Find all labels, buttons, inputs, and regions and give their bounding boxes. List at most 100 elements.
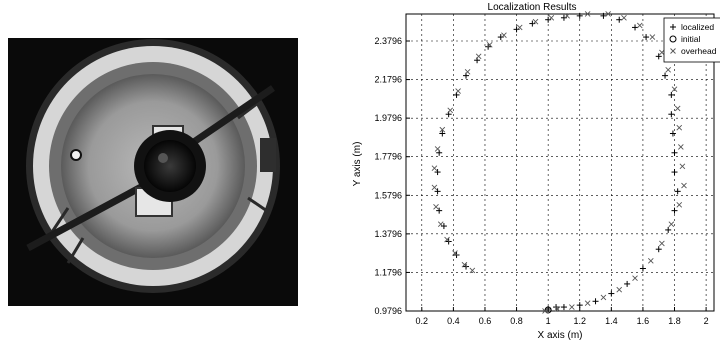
data-point-overhead: [584, 11, 591, 17]
data-point-overhead: [501, 32, 507, 38]
data-point-localized: [671, 207, 678, 214]
data-point-localized: [434, 169, 441, 176]
data-point-overhead: [444, 236, 450, 243]
data-point-localized: [529, 20, 536, 27]
data-point-overhead: [621, 14, 627, 21]
data-point-overhead: [437, 221, 444, 227]
y-tick-label: 2.3796: [374, 36, 402, 46]
data-point-overhead: [679, 163, 686, 170]
data-point-localized: [671, 169, 678, 176]
data-point-localized: [639, 265, 646, 272]
data-point-localized: [600, 12, 607, 19]
data-point-overhead: [431, 165, 438, 172]
data-point-overhead: [632, 275, 638, 281]
data-point-localized: [671, 149, 678, 156]
data-point-localized: [576, 12, 583, 19]
chart-title: Localization Results: [488, 2, 577, 13]
data-point-localized: [560, 304, 567, 311]
data-point-overhead: [636, 22, 643, 29]
data-point-overhead: [434, 146, 441, 152]
data-point-overhead: [659, 49, 665, 56]
data-point-localized: [545, 16, 552, 23]
data-point-localized: [674, 188, 681, 195]
legend-marker-initial: [669, 35, 677, 43]
data-point-localized: [608, 290, 615, 297]
legend-label-localized: localized: [681, 22, 714, 32]
data-point-localized: [616, 16, 623, 23]
data-point-localized: [624, 280, 631, 287]
data-point-overhead: [681, 182, 687, 189]
data-point-localized: [655, 246, 662, 253]
y-tick-label: 2.1796: [374, 75, 402, 85]
data-point-overhead: [554, 306, 561, 312]
data-point-overhead: [433, 203, 439, 210]
data-point-overhead: [464, 68, 471, 75]
legend-label-initial: initial: [681, 34, 700, 44]
legend: localized initial overhead: [663, 17, 720, 63]
data-point-overhead: [569, 304, 575, 310]
data-point-localized: [668, 91, 675, 98]
data-marks: [431, 11, 687, 314]
localization-chart: Localization Results 0.2 0.4 0.6 0.8 1 1.2 1.4…: [352, 2, 720, 341]
data-point-overhead: [648, 257, 654, 264]
data-point-localized: [665, 226, 672, 233]
lens-highlight: [158, 153, 168, 163]
legend-marker-overhead: [670, 48, 676, 54]
data-point-overhead: [452, 250, 458, 256]
y-tick-label: 1.3796: [374, 229, 402, 239]
data-point-overhead: [548, 14, 555, 21]
data-point-localized: [436, 207, 443, 214]
axis-ticks: 0.2 0.4 0.6 0.8 1 1.2 1.4 1.6 1.8 2 0.9796 1.1796 1.…: [374, 36, 708, 326]
data-point-overhead: [532, 18, 539, 25]
data-point-overhead: [668, 221, 675, 227]
x-tick-label: 0.2: [416, 316, 429, 326]
data-point-overhead: [542, 308, 548, 314]
data-point-overhead: [676, 202, 683, 208]
data-point-overhead: [447, 107, 454, 114]
legend-label-overhead: overhead: [681, 46, 717, 56]
data-point-localized: [576, 302, 583, 309]
y-tick-label: 1.9796: [374, 113, 402, 123]
data-point-overhead: [659, 240, 665, 247]
x-tick-label: 1.6: [637, 316, 650, 326]
legend-marker-localized: [670, 24, 676, 30]
x-tick-label: 1.4: [605, 316, 618, 326]
data-point-localized: [440, 223, 447, 230]
x-tick-label: 1.2: [573, 316, 586, 326]
camera-lens: [144, 140, 196, 192]
marker-light: [70, 149, 82, 161]
data-point-localized: [669, 130, 676, 137]
data-point-overhead: [461, 261, 468, 268]
data-point-overhead: [431, 184, 438, 191]
y-tick-label: 0.9796: [374, 306, 402, 316]
wall-details: [46, 101, 271, 264]
data-point-localized: [592, 298, 599, 305]
x-tick-label: 0.4: [447, 316, 460, 326]
x-tick-label: 1.8: [668, 316, 681, 326]
data-point-overhead: [455, 88, 461, 94]
x-axis-label: X axis (m): [538, 330, 583, 341]
y-tick-label: 1.5796: [374, 190, 402, 200]
y-tick-label: 1.7796: [374, 152, 402, 162]
data-point-localized: [643, 34, 650, 41]
y-tick-label: 1.1796: [374, 267, 402, 277]
x-tick-label: 0.6: [479, 316, 492, 326]
data-point-localized: [662, 72, 669, 79]
data-point-overhead: [676, 124, 683, 131]
data-point-localized: [497, 34, 504, 41]
x-tick-label: 2: [704, 316, 709, 326]
data-point-localized: [560, 14, 567, 21]
data-point-overhead: [649, 34, 656, 40]
data-point-localized: [655, 53, 662, 60]
data-point-overhead: [469, 267, 476, 274]
data-point-localized: [668, 111, 675, 118]
data-point-overhead: [584, 300, 591, 307]
wall-object: [260, 138, 276, 172]
data-point-initial: [544, 306, 552, 314]
data-point-overhead: [439, 126, 446, 133]
x-tick-label: 1: [546, 316, 551, 326]
data-point-overhead: [600, 294, 607, 301]
data-point-localized: [439, 130, 446, 137]
data-point-overhead: [475, 53, 482, 60]
data-point-overhead: [605, 11, 611, 17]
